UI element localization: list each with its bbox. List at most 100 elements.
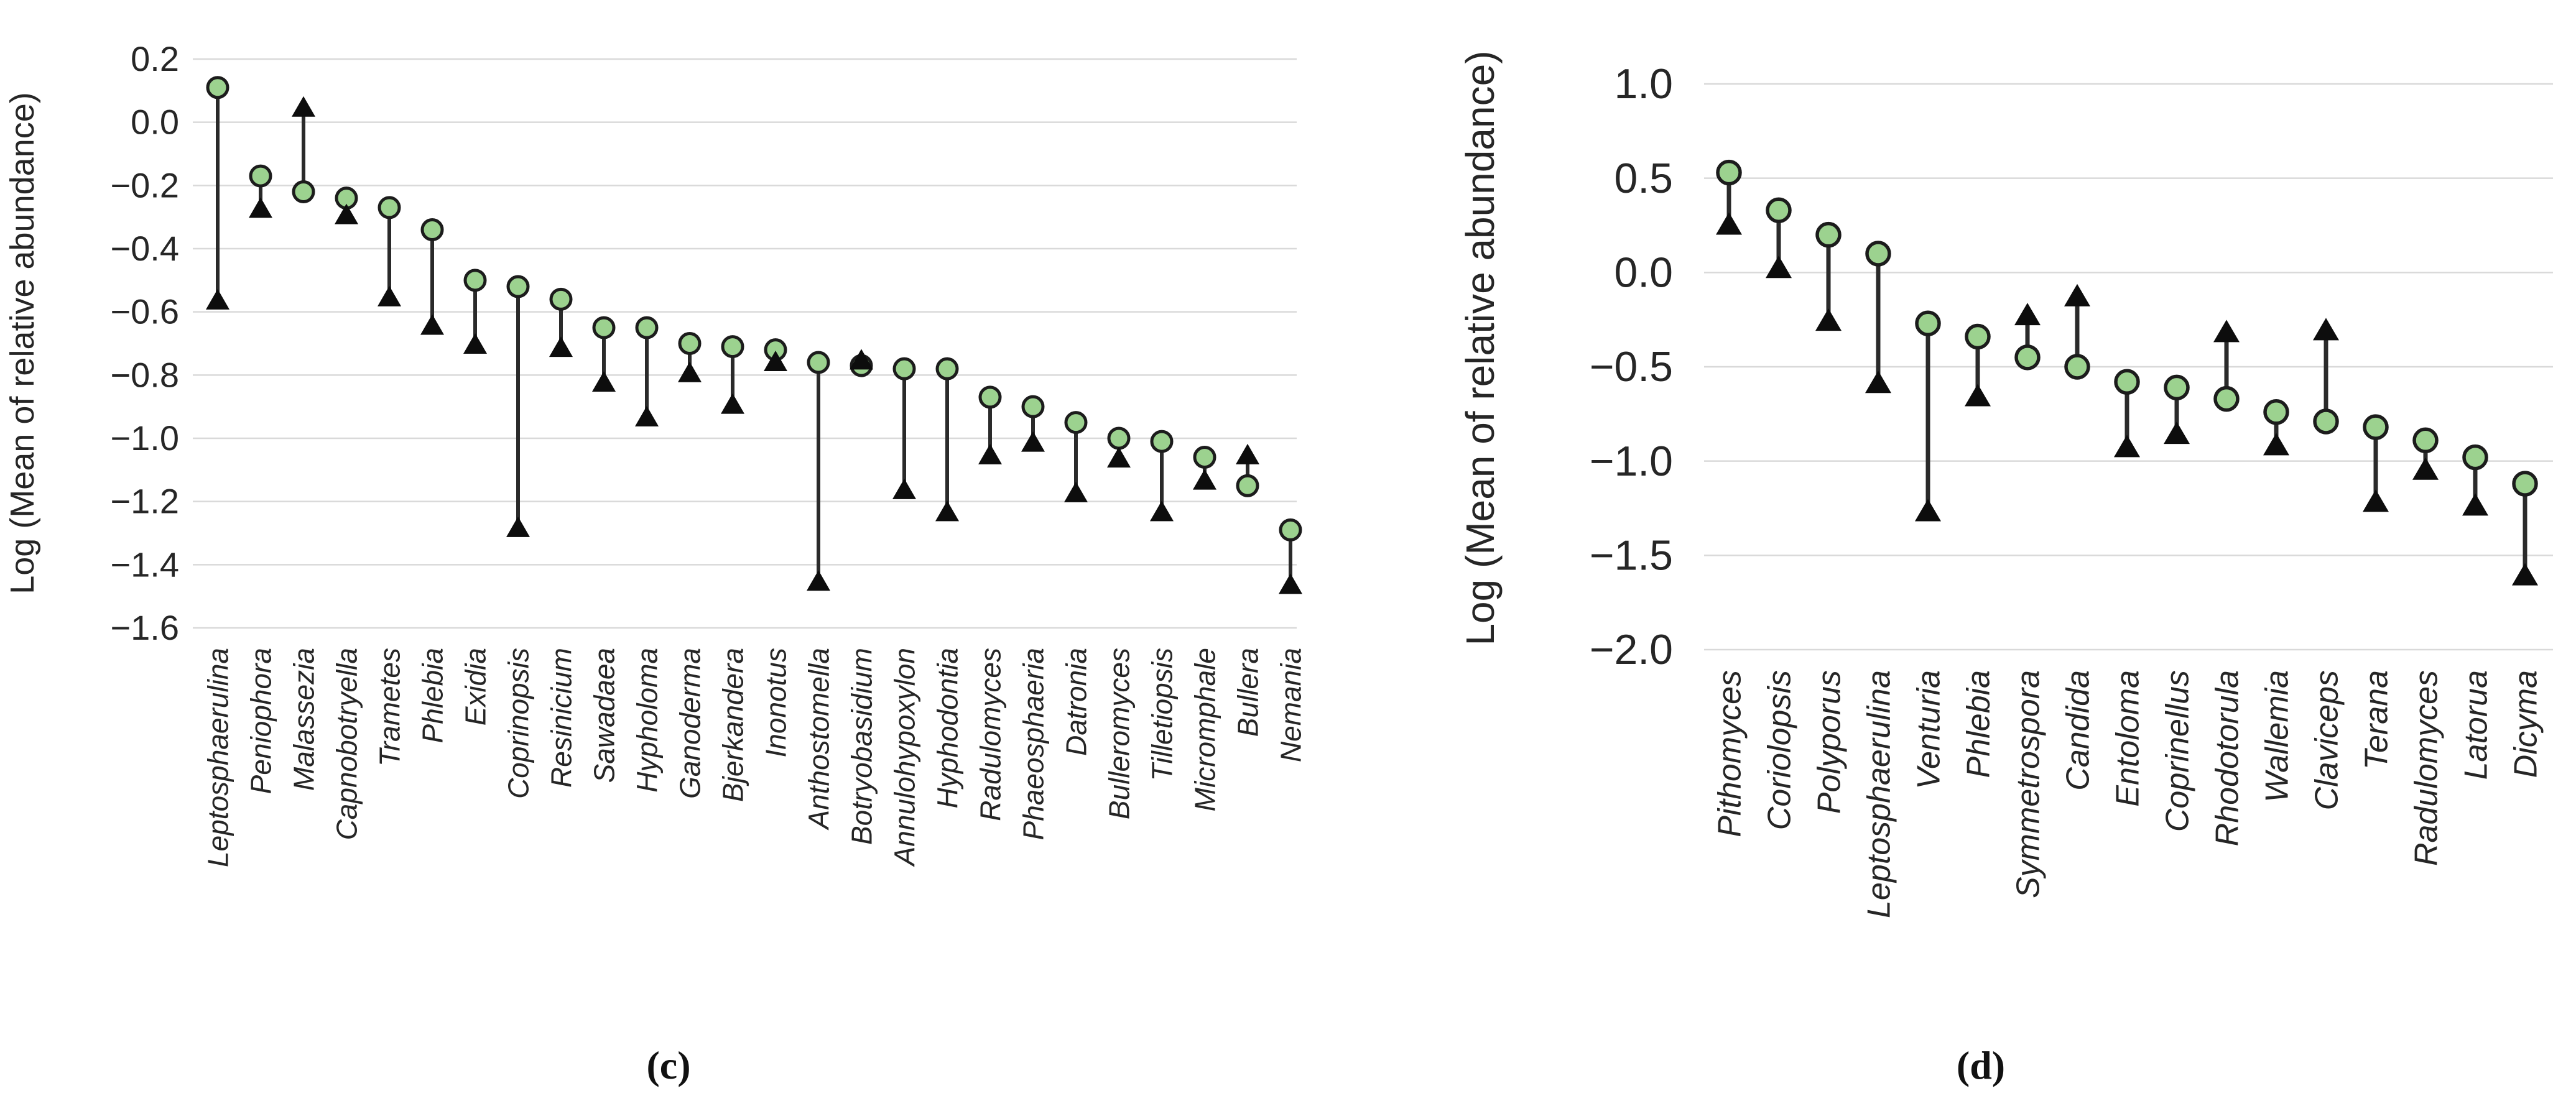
- x-category-label: Annulohypoxylon: [889, 648, 921, 867]
- x-category-label: Hypholoma: [631, 648, 664, 793]
- x-category-label: Nemania: [1275, 648, 1307, 762]
- circle-marker: [1815, 221, 1842, 248]
- x-category-label: Pithomyces: [1712, 670, 1748, 837]
- triangle-marker: [935, 500, 959, 522]
- triangle-marker: [764, 350, 787, 371]
- x-category-label: Terana: [2359, 670, 2395, 770]
- circle-marker: [592, 316, 616, 339]
- circle-marker: [1279, 518, 1302, 541]
- triangle-marker: [506, 516, 530, 537]
- x-category-label: Tilletiopsis: [1146, 648, 1179, 781]
- y-tick-label: −1.5: [1590, 532, 1673, 579]
- triangle-marker: [678, 361, 702, 382]
- x-category-label: Claviceps: [2309, 670, 2345, 810]
- triangle-marker: [2313, 318, 2339, 341]
- triangle-marker: [1064, 481, 1088, 502]
- triangle-marker: [1279, 573, 1302, 594]
- triangle-marker: [978, 443, 1002, 464]
- circle-marker: [1865, 241, 1891, 267]
- x-category-label: Ganoderma: [674, 648, 707, 799]
- x-category-label: Bjerkandera: [717, 648, 749, 802]
- circle-marker: [206, 76, 229, 99]
- x-category-label: Candida: [2060, 670, 2096, 791]
- circle-marker: [2213, 385, 2240, 412]
- x-category-label: Coprinopsis: [503, 648, 535, 799]
- x-category-label: Radulomyces: [975, 648, 1007, 821]
- y-tick-label: −0.5: [1590, 343, 1673, 390]
- triangle-marker: [2213, 320, 2240, 343]
- circle-marker: [978, 385, 1002, 409]
- panel-c: 0.2 0.0 −0.2 −0.4 −0.6 −0.8 −1.0 −1.2 −1.4 −1.6 Lo…: [4, 39, 1307, 867]
- circle-marker: [1064, 411, 1088, 435]
- circle-marker: [249, 164, 272, 188]
- y-tick-label: −0.4: [110, 229, 179, 268]
- circle-marker: [721, 335, 744, 359]
- triangle-marker: [249, 197, 272, 218]
- x-category-label: Inonotus: [760, 648, 792, 757]
- x-category-label: Phlebia: [417, 648, 449, 743]
- panel-d: 1.0 0.5 0.0 −0.5 −1.0 −1.5 −2.0 Log (Mean of re…: [1458, 50, 2553, 918]
- y-tick-label: −0.6: [110, 292, 179, 331]
- y-tick-label: −1.6: [110, 608, 179, 647]
- circle-marker: [1965, 323, 1991, 350]
- x-category-label: Bullera: [1232, 648, 1264, 737]
- triangle-marker: [2064, 283, 2090, 306]
- circle-marker: [2412, 427, 2439, 454]
- x-category-label: Entoloma: [2110, 670, 2146, 807]
- triangle-marker: [2512, 563, 2538, 586]
- y-tick-label: 0.2: [131, 39, 179, 78]
- circle-marker: [2263, 399, 2289, 425]
- triangle-marker: [463, 333, 487, 354]
- x-category-label: Botryobasidium: [846, 648, 878, 845]
- circle-marker: [549, 287, 573, 311]
- triangle-marker: [549, 336, 573, 357]
- y-tick-label: −2.0: [1590, 626, 1673, 673]
- circle-marker: [935, 357, 959, 380]
- circle-marker: [1193, 446, 1216, 469]
- triangle-marker: [206, 288, 229, 310]
- x-category-label: Dicyma: [2508, 670, 2544, 778]
- triangle-marker: [592, 371, 616, 392]
- circle-marker: [506, 275, 530, 298]
- panel-c-caption: (c): [646, 1043, 690, 1087]
- x-category-label: Hyphodontia: [932, 648, 964, 808]
- x-category-label: Sawadaea: [588, 648, 621, 783]
- x-category-label: Exidia: [460, 648, 492, 726]
- triangle-marker: [807, 570, 830, 591]
- y-tick-label: −1.2: [110, 482, 179, 521]
- x-category-label: Resinicium: [545, 648, 578, 788]
- y-tick-label: −0.8: [110, 355, 179, 394]
- triangle-marker: [1915, 499, 1941, 522]
- x-category-label: Symmetrospora: [2011, 670, 2047, 898]
- triangle-marker: [292, 96, 315, 117]
- x-category-label: Trametes: [374, 648, 406, 767]
- x-category-label: Leptosphaerulina: [1861, 670, 1897, 918]
- triangle-marker: [335, 203, 358, 224]
- triangle-marker: [1965, 384, 1991, 407]
- circle-marker: [2114, 369, 2140, 395]
- circle-marker: [2313, 408, 2339, 435]
- x-category-label: Rhodotorula: [2210, 670, 2246, 846]
- circle-marker: [2512, 471, 2538, 497]
- x-category-label: Radulomyces: [2409, 670, 2445, 866]
- triangle-marker: [2014, 303, 2041, 326]
- x-category-label: Peniophora: [245, 648, 277, 794]
- circle-marker: [1915, 310, 1941, 336]
- circle-marker: [2462, 444, 2488, 471]
- x-category-label: Bulleromyces: [1103, 648, 1136, 819]
- triangle-marker: [2263, 433, 2289, 456]
- circle-marker: [292, 180, 315, 203]
- x-category-label: Micromphale: [1189, 648, 1221, 811]
- x-category-label: Phaeosphaeria: [1017, 648, 1050, 840]
- x-category-label: Coprinellus: [2160, 670, 2196, 832]
- y-tick-label: 0.0: [1614, 249, 1673, 296]
- triangle-marker: [1193, 469, 1216, 490]
- y-axis-title: Log (Mean of relative abundance): [1458, 50, 1503, 645]
- y-tick-label: −0.2: [110, 165, 179, 205]
- circle-marker: [892, 357, 916, 380]
- triangle-marker: [378, 285, 401, 306]
- triangle-marker: [850, 349, 873, 370]
- panel-d-caption: (d): [1957, 1043, 2005, 1087]
